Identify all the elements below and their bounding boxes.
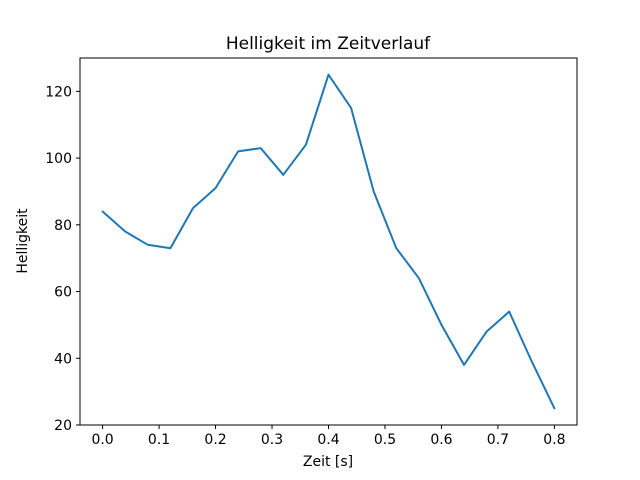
x-tick-label: 0.4 (317, 432, 339, 448)
x-tick-label: 0.7 (487, 432, 509, 448)
x-tick-label: 0.6 (430, 432, 452, 448)
x-tick-label: 0.5 (374, 432, 396, 448)
y-axis-label: Helligkeit (15, 208, 31, 274)
y-tick-label: 40 (54, 351, 72, 367)
x-axis-label: Zeit [s] (303, 454, 353, 470)
x-tick-label: 0.2 (204, 432, 226, 448)
y-tick-label: 20 (54, 418, 72, 434)
x-tick-label: 0.1 (148, 432, 170, 448)
x-axis-ticks: 0.0 0.1 0.2 0.3 0.4 0.5 0.6 0.7 0.8 (91, 425, 566, 448)
y-tick-label: 120 (45, 84, 72, 100)
plot-border (79, 57, 578, 426)
x-tick-label: 0.3 (261, 432, 283, 448)
y-tick-label: 60 (54, 285, 72, 301)
chart-title: Helligkeit im Zeitverlauf (226, 34, 431, 54)
x-tick-label: 0.0 (91, 432, 113, 448)
y-axis-ticks: 20 40 60 80 100 120 (45, 84, 80, 434)
y-tick-label: 100 (45, 151, 72, 167)
x-tick-label: 0.8 (543, 432, 565, 448)
series-line-helligkeit (101, 73, 556, 410)
y-tick-label: 80 (54, 218, 72, 234)
